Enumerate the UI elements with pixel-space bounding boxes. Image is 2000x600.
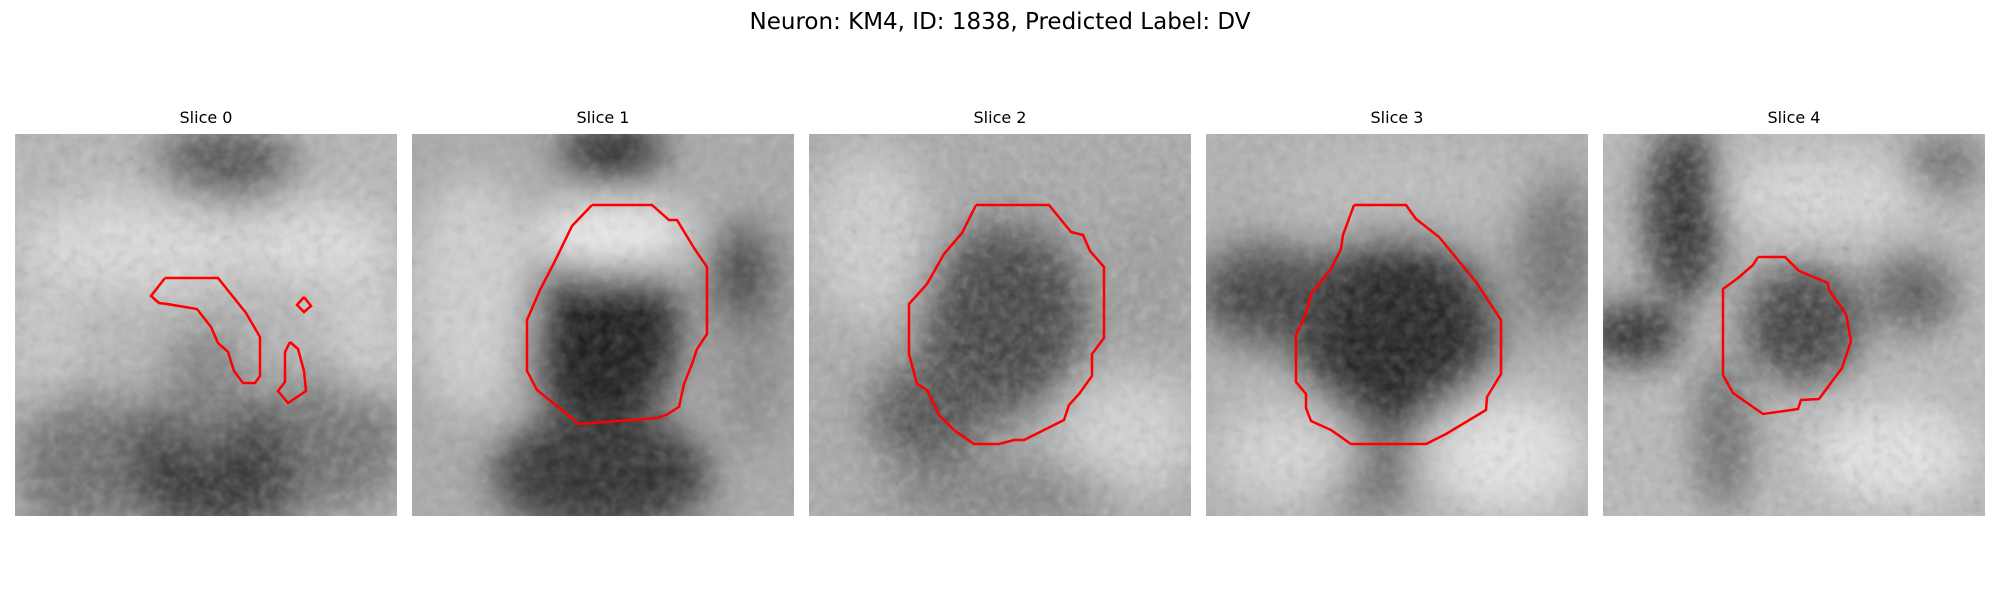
slice-image-3 bbox=[1206, 134, 1588, 516]
contour-2 bbox=[907, 203, 1106, 446]
slice-title-1: Slice 1 bbox=[576, 108, 630, 127]
slice-title-2: Slice 2 bbox=[973, 108, 1027, 127]
contour-1 bbox=[525, 203, 709, 426]
slice-image-1 bbox=[412, 134, 794, 516]
slice-image-0 bbox=[15, 134, 397, 516]
figure-title: Neuron: KM4, ID: 1838, Predicted Label: … bbox=[749, 9, 1251, 35]
contour-4 bbox=[1721, 255, 1853, 416]
contour-0 bbox=[149, 276, 313, 405]
slice-image-2 bbox=[809, 134, 1191, 516]
slice-title-0: Slice 0 bbox=[179, 108, 233, 127]
contour-3 bbox=[1294, 203, 1503, 446]
slice-title-3: Slice 3 bbox=[1370, 108, 1424, 127]
slice-image-4 bbox=[1603, 134, 1985, 516]
slice-title-4: Slice 4 bbox=[1767, 108, 1821, 127]
